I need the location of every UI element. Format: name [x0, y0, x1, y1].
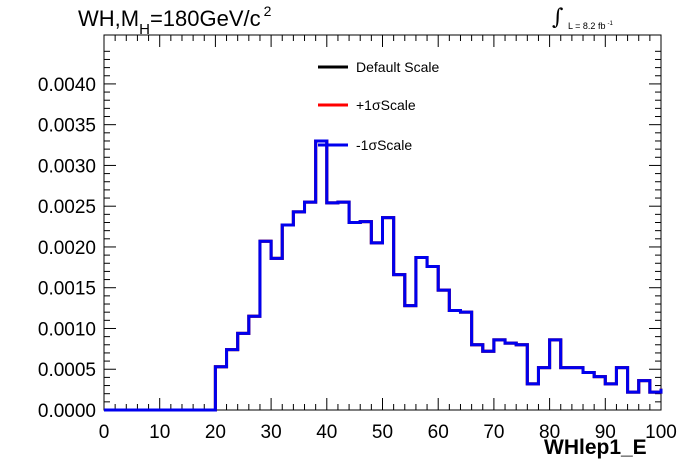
x-tick-label: 80	[539, 422, 560, 443]
title-subscript: H	[139, 21, 150, 38]
x-tick-label: 90	[595, 422, 616, 443]
y-tick-label: 0.0035	[38, 116, 96, 137]
chart-title: WH,MH=180GeV/c 2	[78, 3, 272, 38]
x-tick-label: 30	[261, 422, 282, 443]
y-tick-label: 0.0025	[38, 197, 96, 218]
series-layer	[104, 139, 663, 412]
legend-label-default: Default Scale	[356, 59, 440, 75]
y-tick-label: 0.0000	[38, 401, 96, 422]
luminosity-superscript: -1	[607, 21, 613, 27]
x-tick-label: 40	[316, 422, 337, 443]
luminosity-text: L = 8.2 fb -1	[568, 21, 613, 31]
y-tick-label: 0.0030	[38, 156, 96, 177]
luminosity-value: L = 8.2 fb	[568, 21, 606, 31]
x-tick-label: 10	[149, 422, 170, 443]
series-plus1sigma-scale	[104, 139, 663, 412]
legend-label-minus1sigma: -1σScale	[356, 137, 413, 153]
y-tick-label: 0.0015	[38, 279, 96, 300]
y-axis-ticks: 0.0000 0.0005 0.0010 0.0015 0.0020 0.0025 0.00…	[38, 50, 661, 422]
x-tick-label: 20	[205, 422, 226, 443]
x-axis-ticks: 0 10 20 30 40 50 60 70 80 90 100	[99, 35, 677, 443]
x-tick-label: 70	[483, 422, 504, 443]
series-minus1sigma-scale	[104, 139, 663, 412]
title-superscript: 2	[263, 3, 272, 19]
x-tick-label: 0	[99, 422, 110, 443]
legend-label-plus1sigma: +1σScale	[356, 97, 416, 113]
series-default-scale	[104, 139, 663, 412]
x-tick-label: 50	[372, 422, 393, 443]
x-tick-label: 60	[428, 422, 449, 443]
y-tick-label: 0.0020	[38, 238, 96, 259]
legend	[318, 65, 348, 147]
title-main: WH,M	[78, 6, 140, 31]
y-tick-label: 0.0005	[38, 360, 96, 381]
integral-icon: ∫	[552, 5, 564, 30]
title-rest: =180GeV/c	[149, 6, 261, 31]
y-tick-label: 0.0010	[38, 319, 96, 340]
y-tick-label: 0.0040	[38, 75, 96, 96]
x-tick-label: 100	[645, 422, 677, 443]
x-axis-label: WHlep1_E	[544, 436, 647, 459]
